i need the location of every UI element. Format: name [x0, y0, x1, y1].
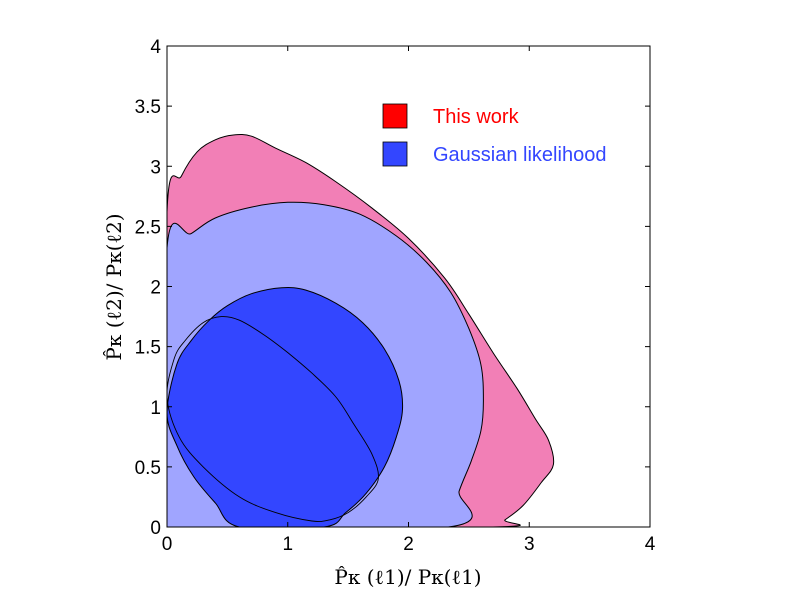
x-tick-label: 2 [403, 534, 414, 555]
y-axis-label: P̂κ (ℓ2)/ Pκ(ℓ2) [102, 213, 126, 360]
x-tick-label: 0 [162, 534, 173, 555]
x-axis-label: P̂κ (ℓ1)/ Pκ(ℓ1) [334, 565, 481, 589]
legend-swatch-gaussian-likelihood [382, 141, 408, 167]
y-tick-label: 2.5 [135, 217, 161, 238]
legend: This work Gaussian likelihood [382, 103, 606, 167]
x-tick-label: 1 [282, 534, 293, 555]
y-tick-label: 4 [150, 37, 161, 58]
legend-label-this-work: This work [433, 106, 520, 128]
y-tick-label: 0.5 [135, 458, 161, 479]
legend-label-gaussian-likelihood: Gaussian likelihood [433, 144, 606, 166]
x-tick-label: 3 [524, 534, 535, 555]
y-tick-label: 1.5 [135, 338, 161, 359]
y-tick-label: 3.5 [135, 97, 161, 118]
legend-swatch-this-work [382, 103, 408, 129]
contour-regions [167, 134, 555, 527]
y-tick-label: 2 [150, 278, 161, 299]
y-tick-label: 1 [150, 398, 161, 419]
x-axis-ticks: 0 1 2 3 4 [162, 46, 656, 555]
y-tick-label: 0 [150, 518, 161, 539]
x-tick-label: 4 [645, 534, 656, 555]
this-work-inner-contour [167, 316, 379, 522]
y-axis-ticks: 0 0.5 1 1.5 2 2.5 3 3.5 4 [135, 37, 650, 539]
y-tick-label: 3 [150, 157, 161, 178]
gaussian-likelihood-inner-contour [167, 286, 404, 527]
